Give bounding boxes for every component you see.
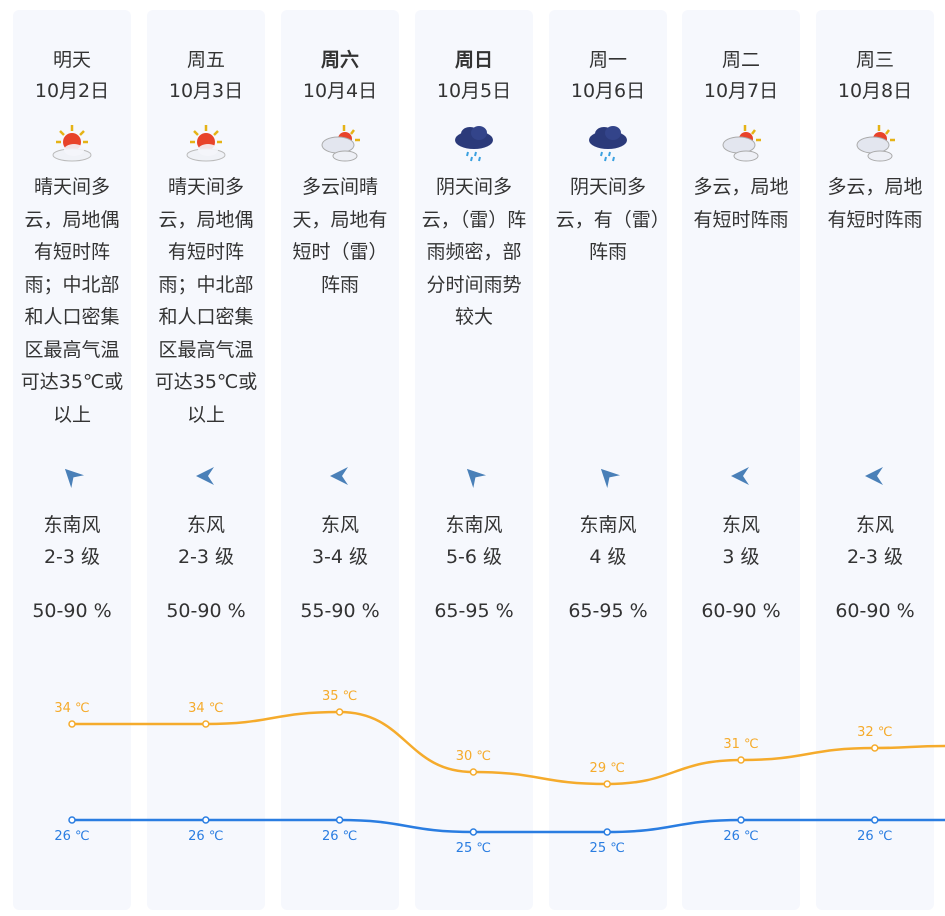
low-temp-point <box>335 816 344 824</box>
high-temp-point <box>469 768 478 776</box>
wind-direction: 东南风 <box>445 514 503 536</box>
low-temp-point <box>202 816 210 824</box>
low-temp-point <box>469 828 478 836</box>
date-label: 10月3日 <box>168 80 244 102</box>
date-label: 10月5日 <box>436 80 512 102</box>
wind-level: 2-3 级 <box>177 546 235 568</box>
thunder-rain-icon <box>549 118 667 168</box>
wind-direction: 东风 <box>721 514 760 536</box>
weather-description: 晴天间多云，局地偶有短时阵雨；中北部和人口密集区最高气温可达35℃或以上 <box>154 176 258 426</box>
low-temp-point <box>603 828 611 836</box>
sunny-cloudy-icon <box>13 118 131 168</box>
day-label: 周六 <box>320 49 359 71</box>
wind-level: 2-3 级 <box>43 546 101 568</box>
wind-direction: 东风 <box>186 514 225 536</box>
high-temp-label: 32 ℃ <box>857 725 892 740</box>
humidity: 55-90 % <box>300 600 380 622</box>
day-card: 周六 10月4日 多云间晴天，局地有短时（雷）阵雨 东风 3-4 级 55-90… <box>281 10 399 910</box>
day-label: 明天 <box>52 49 91 71</box>
humidity: 50-90 % <box>32 600 112 622</box>
humidity: 65-95 % <box>434 600 514 622</box>
wind-direction: 东南风 <box>579 514 637 536</box>
high-temp-label: 29 ℃ <box>590 761 625 776</box>
day-card: 周三 10月8日 多云，局地有短时阵雨 东风 2-3 级 60-90 % <box>816 10 934 910</box>
wind-direction-arrow-icon <box>415 461 533 491</box>
wind-direction: 东南风 <box>43 514 101 536</box>
day-card: 周一 10月6日 阴天间多云，有（雷）阵雨 东南风 4 级 65-95 % <box>549 10 667 910</box>
humidity: 60-90 % <box>701 600 781 622</box>
wind-direction-arrow-icon <box>816 461 934 491</box>
low-temp-label: 26 ℃ <box>54 829 89 844</box>
wind-direction-arrow-icon <box>147 461 265 491</box>
day-label: 周五 <box>186 49 225 71</box>
low-temp-label: 26 ℃ <box>723 829 758 844</box>
low-temp-point <box>737 816 745 824</box>
date-label: 10月2日 <box>34 80 110 102</box>
high-temp-label: 35 ℃ <box>322 689 357 704</box>
humidity: 60-90 % <box>835 600 915 622</box>
wind-level: 5-6 级 <box>445 546 503 568</box>
day-card: 明天 10月2日 晴天间多云，局地偶有短时阵雨；中北部和人口密集区最高气温可达3… <box>13 10 131 910</box>
wind-level: 2-3 级 <box>846 546 904 568</box>
weather-description: 多云间晴天，局地有短时（雷）阵雨 <box>292 176 388 296</box>
day-label: 周二 <box>721 49 760 71</box>
humidity: 50-90 % <box>166 600 246 622</box>
cloudy-sunny-icon <box>816 118 934 168</box>
date-label: 10月7日 <box>703 80 779 102</box>
high-temp-point <box>737 756 745 764</box>
date-label: 10月6日 <box>570 80 646 102</box>
wind-direction-arrow-icon <box>281 461 399 491</box>
sunny-cloudy-icon <box>147 118 265 168</box>
date-label: 10月4日 <box>302 80 378 102</box>
low-temp-label: 26 ℃ <box>857 829 892 844</box>
low-temp-label: 25 ℃ <box>590 841 625 856</box>
weather-description: 晴天间多云，局地偶有短时阵雨；中北部和人口密集区最高气温可达35℃或以上 <box>20 176 124 426</box>
high-temp-point <box>335 708 344 716</box>
wind-direction-arrow-icon <box>549 461 667 491</box>
wind-level: 3 级 <box>722 546 760 568</box>
day-card: 周日 10月5日 阴天间多云，（雷）阵雨频密，部分时间雨势较大 东南风 5-6 … <box>415 10 533 910</box>
low-temp-point <box>68 816 76 824</box>
low-temp-label: 25 ℃ <box>456 841 491 856</box>
cloudy-sunny-icon <box>682 118 800 168</box>
thunder-rain-icon <box>415 118 533 168</box>
weather-description: 阴天间多云，（雷）阵雨频密，部分时间雨势较大 <box>421 176 527 328</box>
high-temp-point <box>871 744 879 752</box>
high-temp-point <box>68 720 76 728</box>
wind-direction-arrow-icon <box>13 461 131 491</box>
high-temp-label: 31 ℃ <box>723 737 758 752</box>
high-temp-point <box>603 780 611 788</box>
wind-direction: 东风 <box>320 514 359 536</box>
high-temp-label: 30 ℃ <box>456 749 491 764</box>
low-temp-point <box>871 816 879 824</box>
wind-level: 3-4 级 <box>311 546 369 568</box>
low-temp-label: 26 ℃ <box>322 829 357 844</box>
wind-level: 4 级 <box>589 546 627 568</box>
day-label: 周一 <box>588 49 627 71</box>
cloudy-sunny-icon <box>281 118 399 168</box>
low-temp-line <box>72 818 945 834</box>
wind-direction: 东风 <box>855 514 894 536</box>
high-temp-line <box>71 710 945 786</box>
weather-description: 多云，局地有短时阵雨 <box>693 176 789 231</box>
high-temp-point <box>202 720 210 728</box>
weather-description: 阴天间多云，有（雷）阵雨 <box>555 176 661 263</box>
humidity: 65-95 % <box>568 600 648 622</box>
high-temp-label: 34 ℃ <box>54 701 89 716</box>
low-temp-label: 26 ℃ <box>188 829 223 844</box>
weather-description: 多云，局地有短时阵雨 <box>827 176 923 231</box>
wind-direction-arrow-icon <box>682 461 800 491</box>
day-label: 周日 <box>454 49 493 71</box>
day-label: 周三 <box>855 49 894 71</box>
date-label: 10月8日 <box>837 80 913 102</box>
day-card: 周五 10月3日 晴天间多云，局地偶有短时阵雨；中北部和人口密集区最高气温可达3… <box>147 10 265 910</box>
high-temp-label: 34 ℃ <box>188 701 223 716</box>
